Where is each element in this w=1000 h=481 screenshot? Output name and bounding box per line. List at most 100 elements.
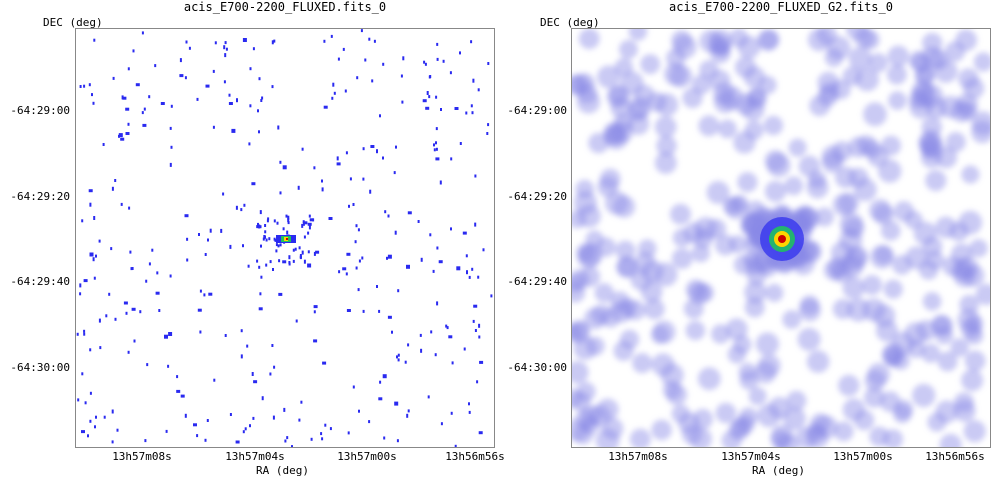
event-pixel xyxy=(417,220,420,223)
event-pixel xyxy=(446,326,449,330)
x-axis-label: RA (deg) xyxy=(752,464,805,477)
event-pixel xyxy=(451,361,454,365)
event-pixel xyxy=(244,427,247,431)
x-tick-label: 13h57m00s xyxy=(833,450,893,463)
smoothed-blob xyxy=(782,310,802,329)
event-pixel xyxy=(275,243,278,247)
event-pixel xyxy=(459,142,462,145)
event-pixel xyxy=(77,398,80,402)
event-pixel xyxy=(384,210,387,214)
event-pixel xyxy=(321,187,324,192)
event-pixel xyxy=(477,275,480,279)
event-pixel xyxy=(89,252,94,257)
event-pixel xyxy=(203,293,206,297)
event-pixel xyxy=(222,192,225,196)
event-pixel xyxy=(300,400,303,404)
event-pixel xyxy=(229,244,232,249)
event-pixel xyxy=(188,46,191,50)
smoothed-blob xyxy=(585,336,605,356)
smoothed-blob xyxy=(608,86,627,105)
event-pixel xyxy=(333,91,336,95)
smoothed-blob xyxy=(782,407,806,431)
event-pixel xyxy=(324,423,327,427)
event-pixel xyxy=(432,269,435,273)
smoothed-blob xyxy=(666,48,686,68)
event-pixel xyxy=(313,310,316,314)
event-pixel xyxy=(423,60,426,64)
smoothed-blob xyxy=(908,50,930,71)
event-pixel xyxy=(287,221,290,225)
event-pixel xyxy=(240,354,243,359)
event-pixel xyxy=(291,445,293,447)
event-pixel xyxy=(223,45,226,50)
event-pixel xyxy=(373,39,376,43)
event-pixel xyxy=(81,372,84,376)
event-pixel xyxy=(442,59,445,63)
event-pixel xyxy=(328,217,333,220)
event-pixel xyxy=(271,344,274,347)
smoothed-blob xyxy=(745,88,767,110)
event-pixel xyxy=(272,415,275,420)
x-tick-label: 13h57m00s xyxy=(337,450,397,463)
smoothed-blob xyxy=(919,83,944,108)
event-pixel xyxy=(472,319,475,323)
event-pixel xyxy=(206,419,209,422)
event-pixel xyxy=(394,230,397,235)
event-pixel xyxy=(127,350,130,354)
event-pixel xyxy=(436,246,439,250)
event-pixel xyxy=(114,179,117,182)
event-pixel xyxy=(256,259,259,263)
x-tick-label: 13h56m56s xyxy=(445,450,505,463)
event-pixel xyxy=(271,85,274,89)
event-pixel xyxy=(407,211,412,215)
event-pixel xyxy=(346,309,351,312)
event-pixel xyxy=(448,335,453,339)
event-pixel xyxy=(176,389,181,393)
event-pixel xyxy=(435,147,438,151)
event-pixel xyxy=(240,208,243,212)
event-pixel xyxy=(358,259,361,263)
event-pixel xyxy=(108,292,111,296)
event-pixel xyxy=(186,237,189,241)
event-pixel xyxy=(476,380,479,384)
event-pixel xyxy=(320,432,323,436)
event-pixel xyxy=(224,334,227,337)
image-plot-raw[interactable] xyxy=(75,28,495,448)
event-pixel xyxy=(93,216,96,220)
y-axis-label: DEC (deg) xyxy=(540,16,600,29)
event-pixel xyxy=(199,289,202,293)
event-pixel xyxy=(376,285,378,288)
event-pixel xyxy=(436,57,439,61)
event-pixel xyxy=(297,185,300,190)
event-pixel xyxy=(258,265,261,269)
event-pixel xyxy=(81,219,84,223)
event-pixel xyxy=(130,267,133,271)
event-pixel xyxy=(176,375,179,379)
event-pixel xyxy=(110,247,113,251)
event-pixel xyxy=(282,165,287,170)
y-tick-label: -64:30:00 xyxy=(10,361,70,374)
event-pixel xyxy=(208,292,213,296)
event-pixel xyxy=(357,228,360,232)
event-pixel xyxy=(144,439,147,443)
smoothed-blob xyxy=(793,206,818,231)
event-pixel xyxy=(273,365,276,369)
event-pixel xyxy=(288,255,291,260)
event-pixel xyxy=(184,413,187,418)
event-pixel xyxy=(387,214,390,218)
event-pixel xyxy=(379,380,382,384)
smoothed-blob xyxy=(919,129,943,153)
smoothed-blob xyxy=(662,380,682,400)
event-pixel xyxy=(346,252,351,256)
image-plot-smoothed[interactable] xyxy=(571,28,991,448)
smoothed-blob xyxy=(629,428,651,447)
event-pixel xyxy=(199,330,202,334)
event-pixel xyxy=(401,100,404,104)
smoothed-blob xyxy=(744,281,767,304)
event-pixel xyxy=(454,107,459,110)
event-pixel xyxy=(129,250,132,254)
event-pixel xyxy=(256,225,259,229)
event-pixel xyxy=(83,329,86,333)
smoothed-blob xyxy=(653,262,678,287)
event-pixel xyxy=(180,394,185,398)
